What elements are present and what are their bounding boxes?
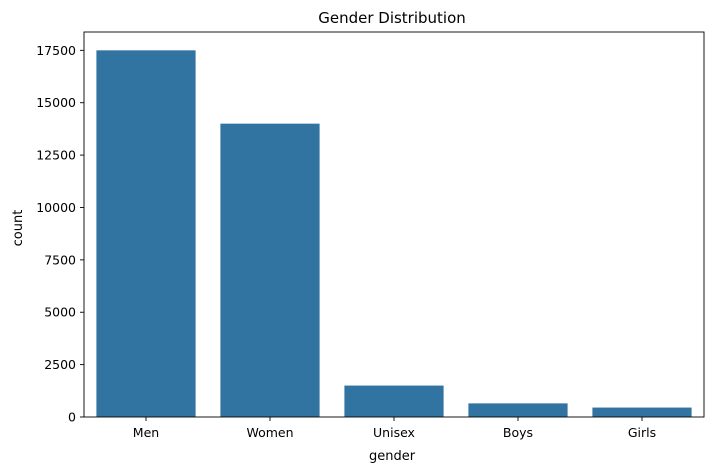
y-tick-label: 0 [68, 410, 76, 425]
y-tick-label: 7500 [44, 252, 76, 267]
x-tick-label: Men [133, 425, 159, 440]
x-axis-ticks: Men Women Unisex Boys Girls [133, 417, 656, 440]
bar-girls [592, 407, 692, 417]
bar-women [220, 123, 320, 418]
x-axis-label: gender [369, 449, 416, 464]
plot-frame [83, 31, 705, 418]
bar-boys [468, 403, 568, 417]
x-tick-label: Unisex [373, 425, 415, 440]
bar-unisex [344, 385, 444, 417]
x-tick-label: Boys [503, 425, 533, 440]
y-tick-label: 15000 [36, 95, 76, 110]
y-axis-label: count [11, 210, 26, 247]
y-tick-label: 12500 [36, 148, 76, 163]
y-tick-label: 2500 [44, 357, 76, 372]
chart-title: Gender Distribution [318, 9, 466, 27]
y-tick-label: 5000 [44, 305, 76, 320]
bars-group [96, 50, 692, 418]
bar-men [96, 50, 196, 417]
x-tick-label: Women [246, 425, 293, 440]
x-tick-label: Girls [628, 425, 656, 440]
y-tick-label: 10000 [36, 200, 76, 215]
y-tick-label: 17500 [36, 43, 76, 58]
y-axis-ticks: 0 2500 5000 7500 10000 12500 15000 17500 [36, 43, 84, 425]
